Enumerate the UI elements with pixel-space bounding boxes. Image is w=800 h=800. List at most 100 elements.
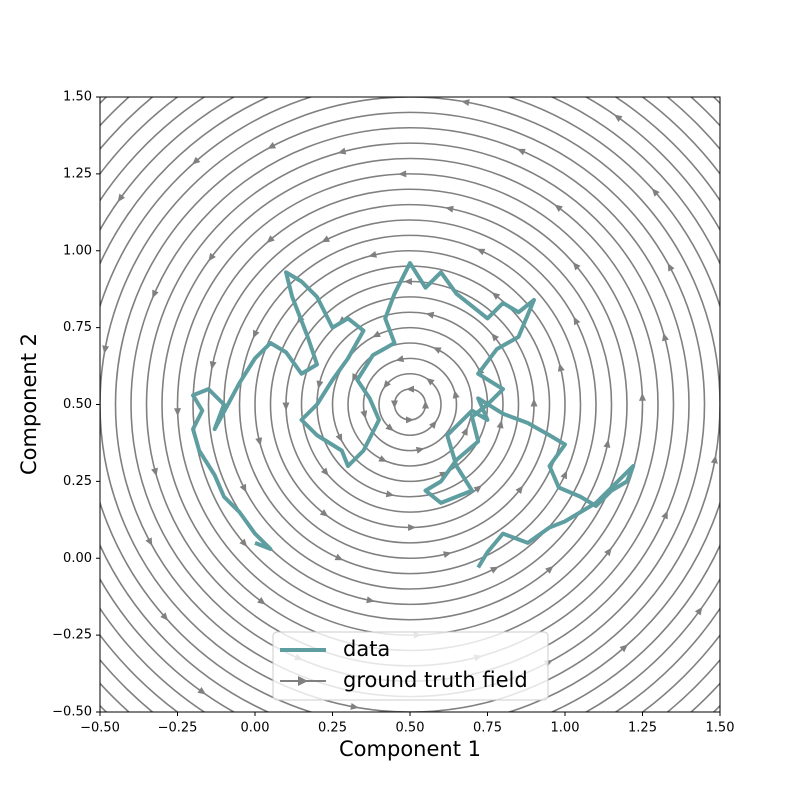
streamline	[378, 372, 442, 437]
stream-arrow	[601, 749, 611, 759]
streamline	[207, 203, 613, 606]
stream-arrow	[337, 147, 347, 155]
legend-text: ground truth field	[343, 668, 528, 692]
stream-arrow	[661, 510, 668, 520]
stream-arrow	[160, 612, 169, 621]
stream-arrow	[613, 114, 623, 122]
stream-arrow	[102, 345, 110, 354]
stream-arrow	[145, 537, 153, 547]
streamline	[238, 234, 582, 575]
stream-arrow	[66, 417, 73, 425]
stream-arrow	[395, 355, 405, 363]
stream-arrow	[662, 332, 669, 342]
stream-arrow	[0, 333, 1, 342]
stream-arrow	[321, 235, 331, 243]
y-tick-label: 0.75	[63, 320, 92, 335]
streamline	[362, 357, 458, 452]
stream-arrow	[350, 702, 359, 710]
stream-arrow	[209, 361, 217, 370]
stream-arrow	[253, 329, 260, 339]
stream-arrow	[491, 292, 501, 300]
stream-arrow	[192, 156, 201, 165]
legend-text: data	[343, 637, 390, 661]
stream-arrow	[239, 483, 247, 493]
stream-arrow	[757, 205, 767, 215]
stream-arrow	[335, 433, 343, 443]
stream-arrow	[553, 44, 563, 54]
stream-arrow	[53, 594, 63, 604]
stream-arrow	[113, 81, 124, 92]
stream-arrow	[208, 50, 218, 60]
stream-arrow	[415, 446, 425, 454]
streamline	[176, 173, 644, 636]
streamline	[254, 249, 566, 560]
y-tick-label: 1.25	[63, 166, 92, 181]
stream-arrow	[763, 546, 773, 556]
stream-arrow	[368, 251, 377, 258]
legend: data ground truth field	[272, 631, 549, 701]
stream-arrow	[48, 502, 57, 512]
stream-arrow	[391, 400, 398, 409]
stream-arrow	[360, 410, 368, 419]
stream-arrow	[573, 316, 581, 326]
stream-arrow	[316, 380, 324, 389]
stream-arrow	[639, 392, 647, 401]
stream-arrow	[403, 277, 412, 285]
x-tick-label: 1.00	[551, 721, 580, 736]
stream-arrow	[545, 565, 554, 574]
streamline	[347, 342, 473, 467]
stream-arrow	[239, 538, 248, 547]
stream-arrow	[406, 385, 414, 393]
stream-arrow	[694, 606, 703, 616]
stream-arrow	[255, 437, 263, 446]
streamline	[192, 188, 628, 621]
x-tick-label: −0.50	[80, 721, 120, 736]
stream-arrow	[429, 420, 437, 429]
y-tick-label: 1.50	[63, 90, 92, 105]
stream-arrow	[426, 377, 435, 386]
legend-arrow	[298, 676, 308, 686]
stream-arrow	[604, 547, 612, 557]
stream-arrow	[385, 490, 395, 498]
stream-arrow	[47, 253, 57, 263]
stream-arrow	[651, 188, 660, 197]
streamline	[114, 111, 706, 698]
stream-arrow	[432, 347, 442, 354]
x-tick-label: 0.00	[241, 721, 270, 736]
stream-arrow	[667, 262, 675, 272]
y-tick-label: 0.00	[63, 551, 92, 566]
y-axis-label: Component 2	[17, 333, 41, 475]
stream-arrow	[378, 455, 388, 462]
stream-arrow	[267, 142, 277, 149]
stream-arrow	[508, 755, 518, 764]
y-tick-label: −0.25	[52, 628, 92, 643]
data-layer	[191, 261, 636, 569]
streamline	[316, 311, 504, 498]
stream-arrow	[530, 398, 538, 407]
stream-arrow	[461, 427, 468, 436]
x-axis-label: Component 1	[339, 737, 481, 761]
stream-arrow	[398, 170, 407, 178]
stream-arrow	[422, 400, 429, 409]
stream-arrow	[710, 455, 718, 464]
stream-arrow	[406, 416, 414, 424]
streamline	[300, 296, 520, 513]
stream-arrow	[408, 524, 417, 532]
stream-arrow	[445, 205, 454, 213]
stream-arrow	[603, 439, 611, 448]
stream-arrow	[560, 470, 567, 480]
stream-arrow	[461, 99, 470, 107]
x-tick-label: 0.25	[318, 721, 347, 736]
y-tick-label: 1.00	[63, 243, 92, 258]
x-tick-label: 1.50	[706, 721, 735, 736]
streamline	[285, 280, 535, 529]
stream-arrow	[197, 687, 207, 695]
stream-arrow	[319, 509, 329, 517]
y-tick-label: 0.25	[63, 474, 92, 489]
stream-arrow	[84, 689, 95, 700]
stream-arrow	[619, 644, 628, 653]
stream-arrow	[572, 262, 581, 271]
x-tick-label: 0.50	[396, 721, 425, 736]
stream-arrow	[763, 298, 772, 308]
